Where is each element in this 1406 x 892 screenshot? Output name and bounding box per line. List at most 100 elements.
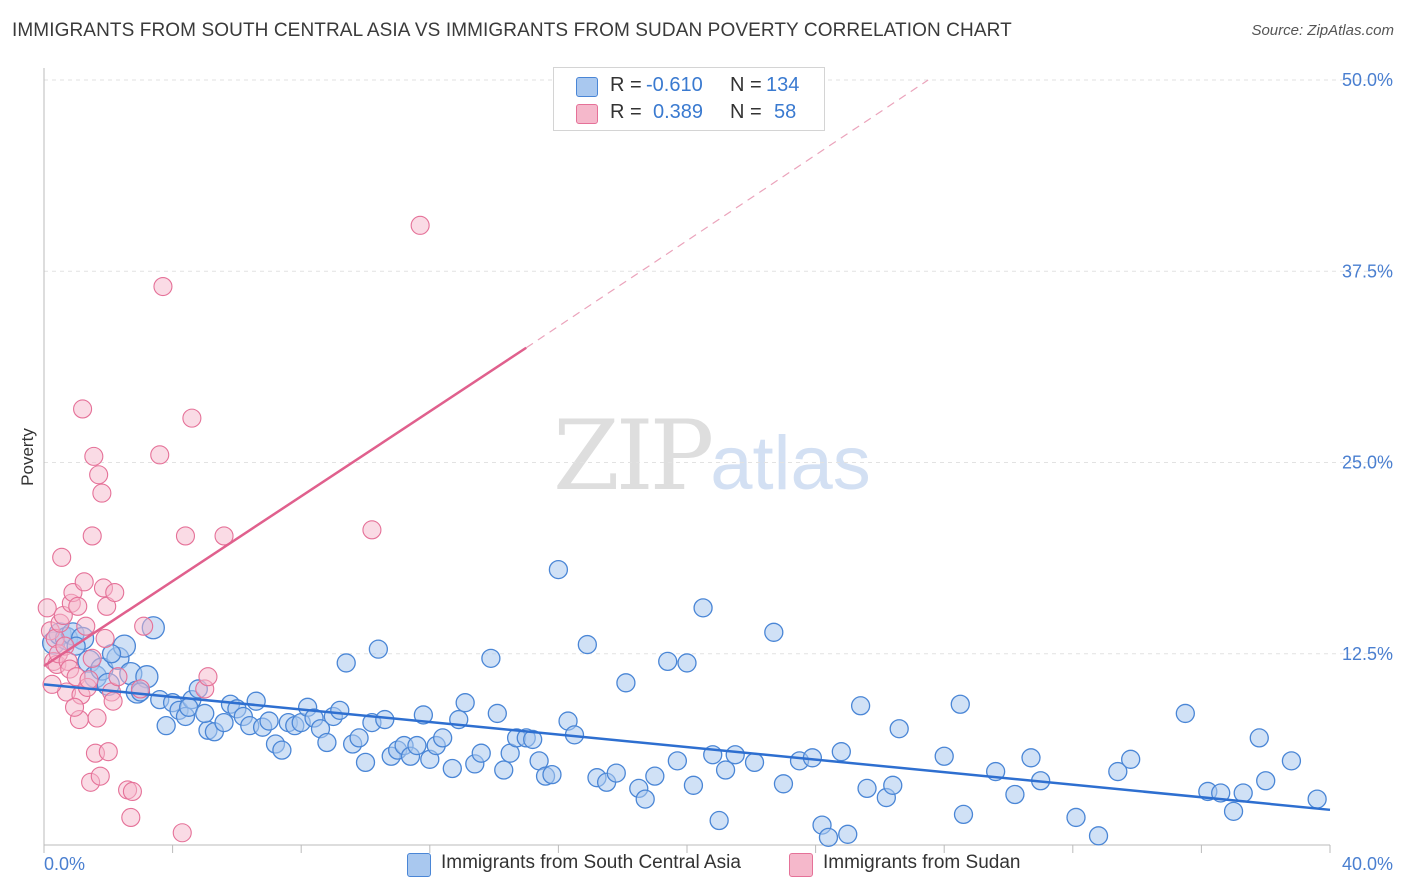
data-point-sudan (79, 670, 99, 690)
data-point-south-central-asia (953, 804, 974, 825)
legend-row-pink: R = 0.389 N = 58 (554, 101, 824, 127)
data-point-sudan (92, 483, 112, 503)
data-point-sudan (172, 823, 192, 843)
data-point-south-central-asia (1256, 771, 1276, 791)
data-point-south-central-asia (1175, 703, 1195, 724)
legend-swatch-blue (407, 853, 431, 877)
data-point-sudan (121, 807, 141, 828)
legend-r-value: 0.389 (653, 101, 704, 123)
data-point-sudan (82, 648, 102, 668)
data-point-sudan (108, 667, 128, 687)
data-point-south-central-asia (487, 703, 507, 724)
data-point-south-central-asia (481, 648, 501, 668)
series-south-central-asia (41, 559, 1327, 847)
data-point-south-central-asia (317, 732, 337, 753)
trend-line-south-central-asia (43, 683, 1331, 812)
data-point-south-central-asia (1108, 761, 1128, 782)
data-point-south-central-asia (407, 735, 427, 756)
data-point-sudan (90, 766, 110, 786)
data-point-sudan (64, 697, 85, 717)
data-point-south-central-asia (764, 622, 784, 642)
data-point-south-central-asia (368, 639, 389, 659)
data-point-sudan (68, 596, 88, 616)
legend-n-value: 58 (774, 101, 797, 123)
data-point-south-central-asia (616, 673, 636, 693)
data-point-south-central-asia (818, 827, 839, 847)
data-point-sudan (82, 526, 102, 546)
data-point-south-central-asia (693, 598, 713, 618)
data-point-sudan (214, 526, 234, 546)
x-tick-label: 0.0% (44, 854, 85, 874)
data-point-sudan (362, 520, 382, 540)
data-point-south-central-asia (883, 775, 903, 795)
data-point-south-central-asia (272, 740, 292, 760)
data-point-south-central-asia (645, 766, 665, 786)
data-point-south-central-asia (744, 752, 765, 773)
chart-title: IMMIGRANTS FROM SOUTH CENTRAL ASIA VS IM… (12, 20, 1012, 41)
legend-swatch-pink (576, 104, 598, 124)
data-point-south-central-asia (355, 752, 376, 773)
legend-row-blue: R = -0.610 N = 134 (554, 74, 824, 100)
data-point-south-central-asia (683, 775, 704, 795)
source-label: Source: ZipAtlas.com (1251, 22, 1394, 39)
data-point-south-central-asia (606, 763, 626, 783)
data-point-south-central-asia (934, 746, 954, 766)
trend-lines (43, 79, 1331, 812)
data-point-south-central-asia (635, 789, 655, 809)
data-point-sudan (103, 691, 123, 711)
data-point-south-central-asia (156, 716, 176, 736)
data-point-sudan (37, 598, 57, 618)
y-tick-label: 37.5% (1342, 261, 1393, 281)
axes (43, 68, 1331, 853)
data-point-south-central-asia (838, 824, 858, 844)
data-point-south-central-asia (471, 743, 491, 763)
data-point-sudan (134, 616, 154, 636)
data-point-south-central-asia (455, 693, 475, 713)
grid (44, 79, 1392, 655)
data-point-south-central-asia (773, 774, 794, 794)
data-point-south-central-asia (1249, 728, 1269, 748)
y-tick-label: 25.0% (1342, 453, 1393, 473)
data-point-south-central-asia (413, 705, 434, 725)
data-point-south-central-asia (1223, 801, 1244, 821)
y-tick-label: 50.0% (1342, 70, 1393, 90)
stats-legend: R = -0.610 N = 134 R = 0.389 N = 58 (553, 67, 825, 131)
data-point-south-central-asia (523, 729, 543, 750)
data-point-south-central-asia (667, 751, 688, 771)
data-point-sudan (105, 582, 125, 603)
data-point-south-central-asia (1021, 748, 1041, 768)
watermark: ZIPatlas (553, 400, 871, 512)
data-point-south-central-asia (850, 696, 871, 716)
data-point-south-central-asia (1088, 826, 1109, 846)
data-point-sudan (153, 276, 173, 297)
data-point-south-central-asia (542, 764, 562, 785)
data-point-south-central-asia (195, 703, 215, 724)
data-point-south-central-asia (494, 760, 514, 780)
data-point-south-central-asia (950, 694, 970, 714)
data-point-south-central-asia (1233, 783, 1253, 803)
data-point-sudan (73, 399, 93, 419)
trend-line-sudan (43, 346, 527, 668)
data-point-sudan (198, 667, 218, 687)
data-point-south-central-asia (709, 810, 729, 831)
data-point-south-central-asia (577, 634, 597, 655)
data-point-sudan (87, 708, 107, 728)
data-point-sudan (150, 445, 170, 465)
data-point-south-central-asia (1005, 784, 1025, 805)
legend-r-value: -0.610 (646, 74, 703, 96)
data-point-sudan (74, 572, 94, 592)
data-point-south-central-asia (715, 760, 736, 780)
legend-n-value: 134 (766, 74, 800, 96)
data-point-sudan (122, 781, 142, 802)
data-point-south-central-asia (330, 700, 350, 721)
data-point-south-central-asia (1307, 789, 1327, 809)
data-point-sudan (98, 742, 118, 762)
watermark-atlas: atlas (710, 421, 871, 506)
tick-labels: 12.5% 25.0% 37.5% 50.0% 0.0% 40.0% (44, 70, 1393, 874)
data-point-south-central-asia (548, 559, 569, 580)
data-point-south-central-asia (889, 719, 909, 739)
data-point-sudan (89, 465, 109, 485)
data-point-south-central-asia (1121, 749, 1141, 769)
data-point-south-central-asia (725, 745, 745, 765)
